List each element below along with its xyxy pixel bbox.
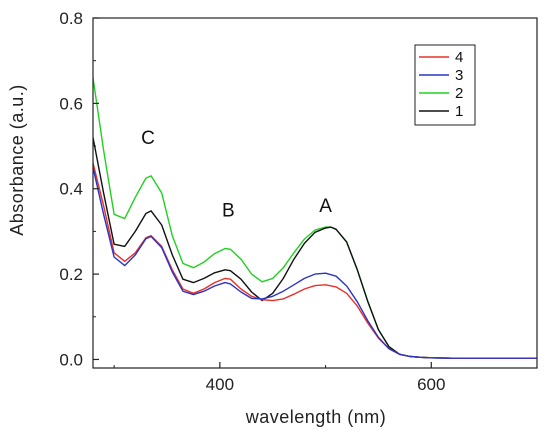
axes-layer: 0.0 0.2 0.4 0.6 0.8 400 600 bbox=[59, 9, 538, 394]
y-axis-title: Absorbance (a.u.) bbox=[7, 84, 27, 236]
y-tick-label: 0.0 bbox=[59, 350, 83, 369]
series-layer bbox=[93, 77, 537, 359]
y-tick-label: 0.8 bbox=[59, 9, 83, 28]
legend-label-2: 2 bbox=[455, 85, 463, 102]
peak-label-B: B bbox=[222, 200, 235, 221]
peak-label-A: A bbox=[319, 196, 332, 217]
plot-frame bbox=[92, 17, 538, 369]
annotation-layer: C B A bbox=[141, 128, 332, 222]
y-tick-label: 0.4 bbox=[59, 180, 83, 199]
legend-label-1: 1 bbox=[455, 103, 463, 120]
y-tick-label: 0.2 bbox=[59, 265, 83, 284]
peak-label-C: C bbox=[141, 128, 155, 149]
y-tick-label: 0.6 bbox=[59, 94, 83, 113]
x-axis-title: wavelength (nm) bbox=[245, 407, 387, 427]
x-tick-label: 400 bbox=[206, 375, 234, 394]
legend-label-3: 3 bbox=[455, 67, 463, 84]
legend-label-4: 4 bbox=[455, 49, 463, 66]
x-tick-label: 600 bbox=[417, 375, 445, 394]
series-line-3 bbox=[93, 167, 537, 359]
